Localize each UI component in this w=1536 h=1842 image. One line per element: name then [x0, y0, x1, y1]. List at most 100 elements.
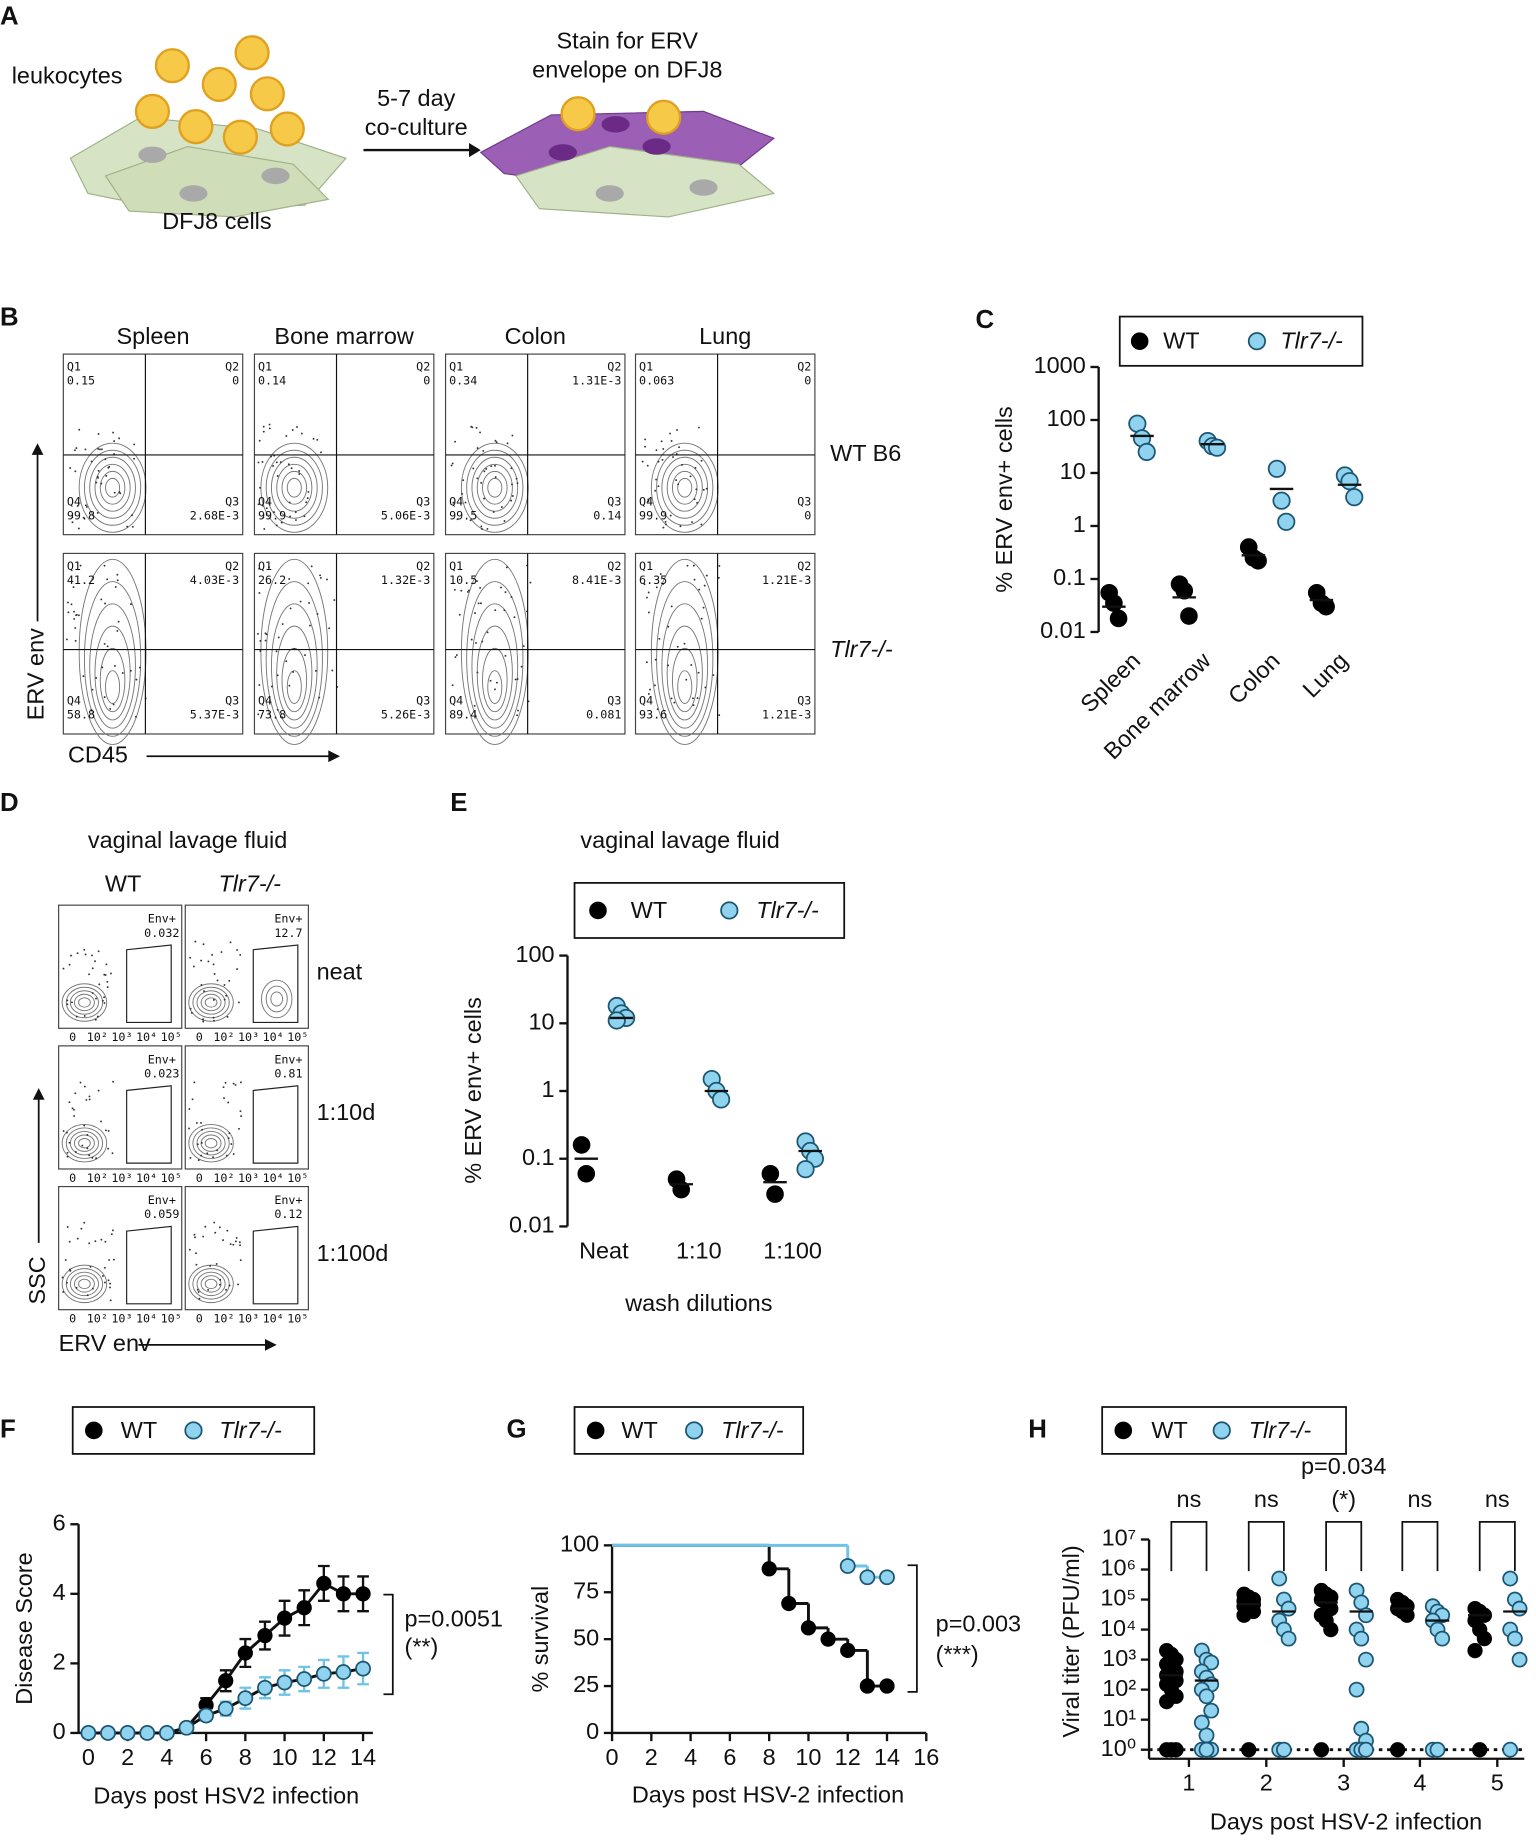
- panel-label: A: [0, 2, 19, 30]
- event-dot: [228, 1132, 231, 1135]
- y-tick-label: 1000: [1034, 352, 1086, 378]
- data-point: [572, 1136, 591, 1154]
- x-tick-label: 0: [606, 1744, 619, 1770]
- quadrant-value: 58.8: [67, 708, 95, 722]
- contour: [78, 997, 91, 1008]
- contour: [281, 470, 308, 505]
- event-dot: [675, 479, 678, 482]
- event-dot: [131, 525, 134, 528]
- data-point: [139, 1725, 156, 1741]
- y-tick-label: 0.1: [522, 1144, 555, 1170]
- flow-tick-label: 0: [196, 1030, 203, 1044]
- legend-marker: [1130, 332, 1149, 350]
- event-dot: [76, 1237, 79, 1240]
- flow-tick-label: 0: [69, 1030, 76, 1044]
- event-dot: [686, 564, 689, 567]
- legend-marker: [184, 1421, 203, 1440]
- event-dot: [264, 639, 267, 642]
- legend-marker: [685, 1421, 704, 1440]
- quadrant-name: Q4: [67, 694, 81, 708]
- event-dot: [86, 1133, 89, 1136]
- event-dot: [100, 448, 103, 451]
- y-tick-label: 10: [529, 1008, 555, 1034]
- event-dot: [192, 965, 195, 968]
- chart-title: vaginal lavage fluid: [580, 827, 779, 853]
- quadrant-value: 6.35: [639, 573, 667, 587]
- event-dot: [692, 697, 694, 700]
- y-tick-label: 10⁷: [1102, 1525, 1137, 1551]
- event-dot: [288, 577, 291, 580]
- event-dot: [268, 423, 271, 426]
- event-dot: [109, 1299, 112, 1302]
- quadrant-name: Q2: [607, 359, 621, 373]
- contour: [83, 581, 142, 737]
- event-dot: [479, 431, 481, 434]
- legend-label: Tlr7-/-: [721, 1417, 784, 1443]
- event-dot: [68, 1240, 71, 1243]
- contour: [69, 1130, 99, 1156]
- legend-label: Tlr7-/-: [1249, 1417, 1312, 1443]
- event-dot: [662, 447, 665, 450]
- event-dot: [272, 465, 275, 467]
- event-dot: [466, 590, 469, 593]
- y-tick-label: 2: [53, 1649, 66, 1675]
- event-dot: [299, 600, 302, 603]
- event-dot: [515, 477, 518, 480]
- contour: [466, 581, 524, 737]
- event-dot: [692, 704, 695, 707]
- y-tick-label: 10²: [1102, 1675, 1136, 1701]
- event-dot: [189, 1156, 192, 1159]
- contour: [656, 581, 714, 737]
- contour: [65, 1268, 104, 1300]
- event-dot: [513, 616, 516, 619]
- event-dot: [227, 1137, 230, 1140]
- data-point: [1313, 1742, 1330, 1758]
- event-dot: [71, 1107, 74, 1110]
- event-dot: [100, 482, 103, 485]
- event-dot: [116, 573, 119, 576]
- event-dot: [106, 645, 109, 648]
- event-dot: [480, 525, 483, 528]
- dfj8-cell: [104, 145, 330, 218]
- event-dot: [331, 669, 334, 672]
- data-point: [1353, 1630, 1370, 1647]
- event-dot: [647, 611, 650, 614]
- event-dot: [238, 1241, 241, 1244]
- flow-tick-label: 10⁵: [287, 1030, 308, 1044]
- event-dot: [289, 515, 291, 518]
- event-dot: [285, 660, 288, 663]
- event-dot: [70, 954, 72, 957]
- panel-label: G: [507, 1415, 527, 1443]
- event-dot: [90, 460, 93, 463]
- data-point: [1348, 1681, 1365, 1698]
- data-point: [577, 1164, 596, 1183]
- flow-tick-label: 10³: [111, 1171, 132, 1185]
- panel-label: F: [0, 1415, 16, 1443]
- condition-label: WT B6: [830, 440, 901, 466]
- event-dot: [228, 1284, 231, 1287]
- event-dot: [131, 514, 133, 517]
- quadrant-name: Q1: [67, 559, 81, 573]
- event-dot: [111, 1229, 114, 1232]
- data-point: [1198, 1688, 1215, 1705]
- event-dot: [678, 446, 681, 449]
- quadrant-value: 93.6: [639, 708, 667, 722]
- quadrant-name: Q3: [797, 694, 811, 708]
- legend-label: WT: [631, 897, 667, 923]
- event-dot: [96, 511, 99, 514]
- event-dot: [200, 1142, 203, 1144]
- data-point: [1207, 438, 1227, 457]
- event-dot: [89, 1265, 92, 1268]
- event-dot: [700, 617, 703, 620]
- event-dot: [262, 516, 265, 519]
- quadrant-name: Q3: [416, 694, 430, 708]
- event-dot: [86, 1294, 89, 1297]
- event-dot: [290, 467, 293, 470]
- event-dot: [75, 447, 78, 450]
- quadrant-name: Q1: [258, 559, 272, 573]
- data-point: [80, 1725, 97, 1741]
- event-dot: [257, 632, 259, 635]
- event-dot: [659, 573, 662, 575]
- event-dot: [718, 714, 721, 717]
- quadrant-name: Q3: [225, 494, 239, 508]
